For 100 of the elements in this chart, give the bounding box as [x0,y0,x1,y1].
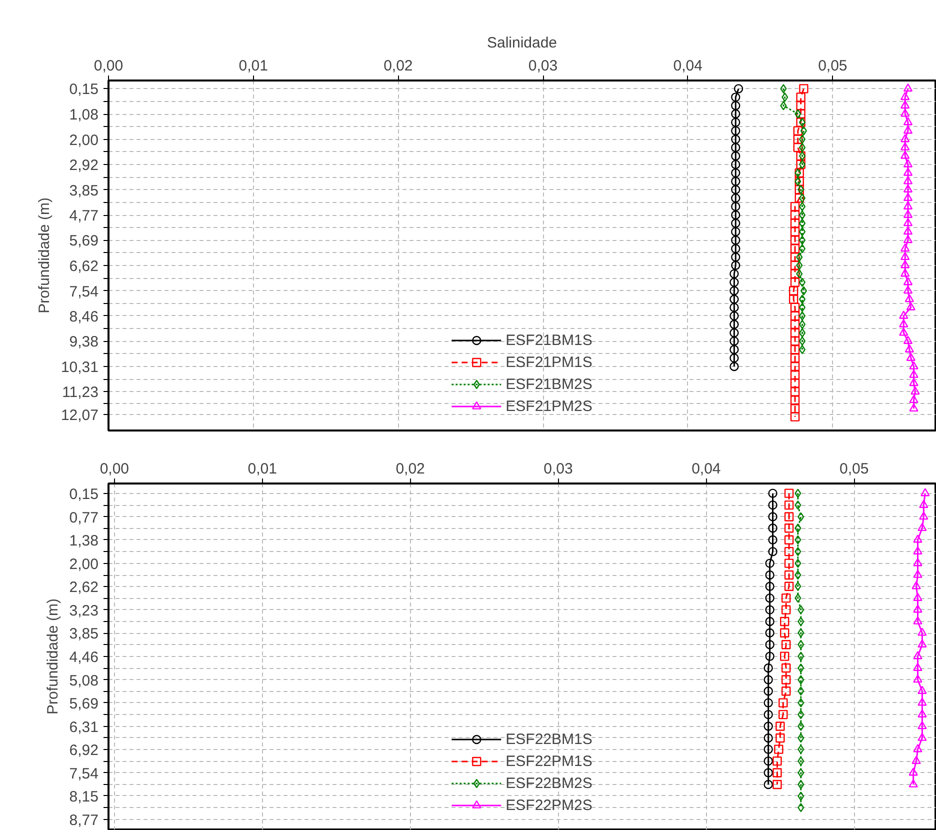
x-tick-label: 0,01 [248,460,277,478]
point [913,558,922,566]
point [730,328,739,338]
legend-label: ESF22PM1S [506,752,592,770]
point [913,662,922,671]
legend-label: ESF21PM1S [506,354,592,370]
point [790,412,800,422]
point [794,176,802,186]
point [784,512,794,522]
point [798,802,804,812]
point [918,686,927,694]
point [918,639,927,648]
point [765,558,774,568]
point [765,640,774,650]
x-tick-label: 0,02 [396,460,425,478]
point [730,269,739,278]
point [784,500,794,510]
point [731,126,740,136]
point [790,236,800,245]
point [764,756,773,766]
point [909,378,918,386]
point [798,605,804,614]
point [903,336,913,344]
x-tick-label: 0,05 [840,460,869,478]
point [899,328,908,336]
y-tick-label: 5,69 [69,695,99,712]
point [899,310,908,319]
point [790,260,800,270]
point [730,286,739,296]
point [794,546,802,556]
point [731,218,740,228]
point [768,535,778,544]
point [780,652,790,661]
point [790,244,800,254]
point [784,546,794,556]
point [788,294,798,304]
point [798,134,806,144]
point [798,118,806,127]
point [909,361,918,370]
legend-label: ESF21PM2S [506,398,592,414]
point [731,101,740,110]
point [790,252,800,262]
point [798,675,804,684]
point [731,260,740,270]
point [731,252,740,262]
point [768,488,778,498]
point [903,286,913,294]
y-tick-label: 9,38 [69,334,99,351]
point [900,142,910,150]
point [780,628,790,638]
point [765,582,774,591]
point [918,628,927,636]
y-tick-label: 4,46 [69,648,99,666]
point [903,176,913,184]
point [794,488,802,498]
point [790,387,800,396]
x-tick-label: 0,00 [100,460,130,478]
point [903,201,913,210]
point [906,352,916,361]
point [784,558,794,568]
point [798,142,806,152]
point [796,92,806,102]
point [798,663,804,673]
point [772,756,782,766]
y-tick-label: 2,92 [69,156,99,174]
point [784,582,794,591]
point [798,202,806,212]
point [731,142,740,152]
point [900,260,910,268]
point [794,570,802,580]
point [731,118,740,127]
point [790,269,800,278]
legend-label: ESF22PM2S [506,796,592,814]
point [764,710,773,720]
point [790,378,800,388]
point [908,768,918,776]
point [906,302,916,310]
point [910,386,920,395]
y-tick-label: 6,92 [69,742,99,759]
y-tick-label: 10,31 [60,359,99,376]
point [781,663,791,673]
point [798,710,804,720]
point [909,394,918,404]
point [899,319,908,328]
point [798,218,806,228]
point [764,686,773,696]
point [776,733,785,743]
point [790,210,800,220]
point [764,675,773,684]
point [764,663,773,673]
point [730,311,739,321]
point [768,500,778,510]
point [784,570,794,580]
point [909,370,918,378]
y-axis-title: Profundidade (m) [36,198,53,314]
point [731,134,740,144]
y-tick-label: 1,08 [69,106,99,124]
point [903,126,913,134]
point [798,311,806,321]
point [798,768,804,778]
